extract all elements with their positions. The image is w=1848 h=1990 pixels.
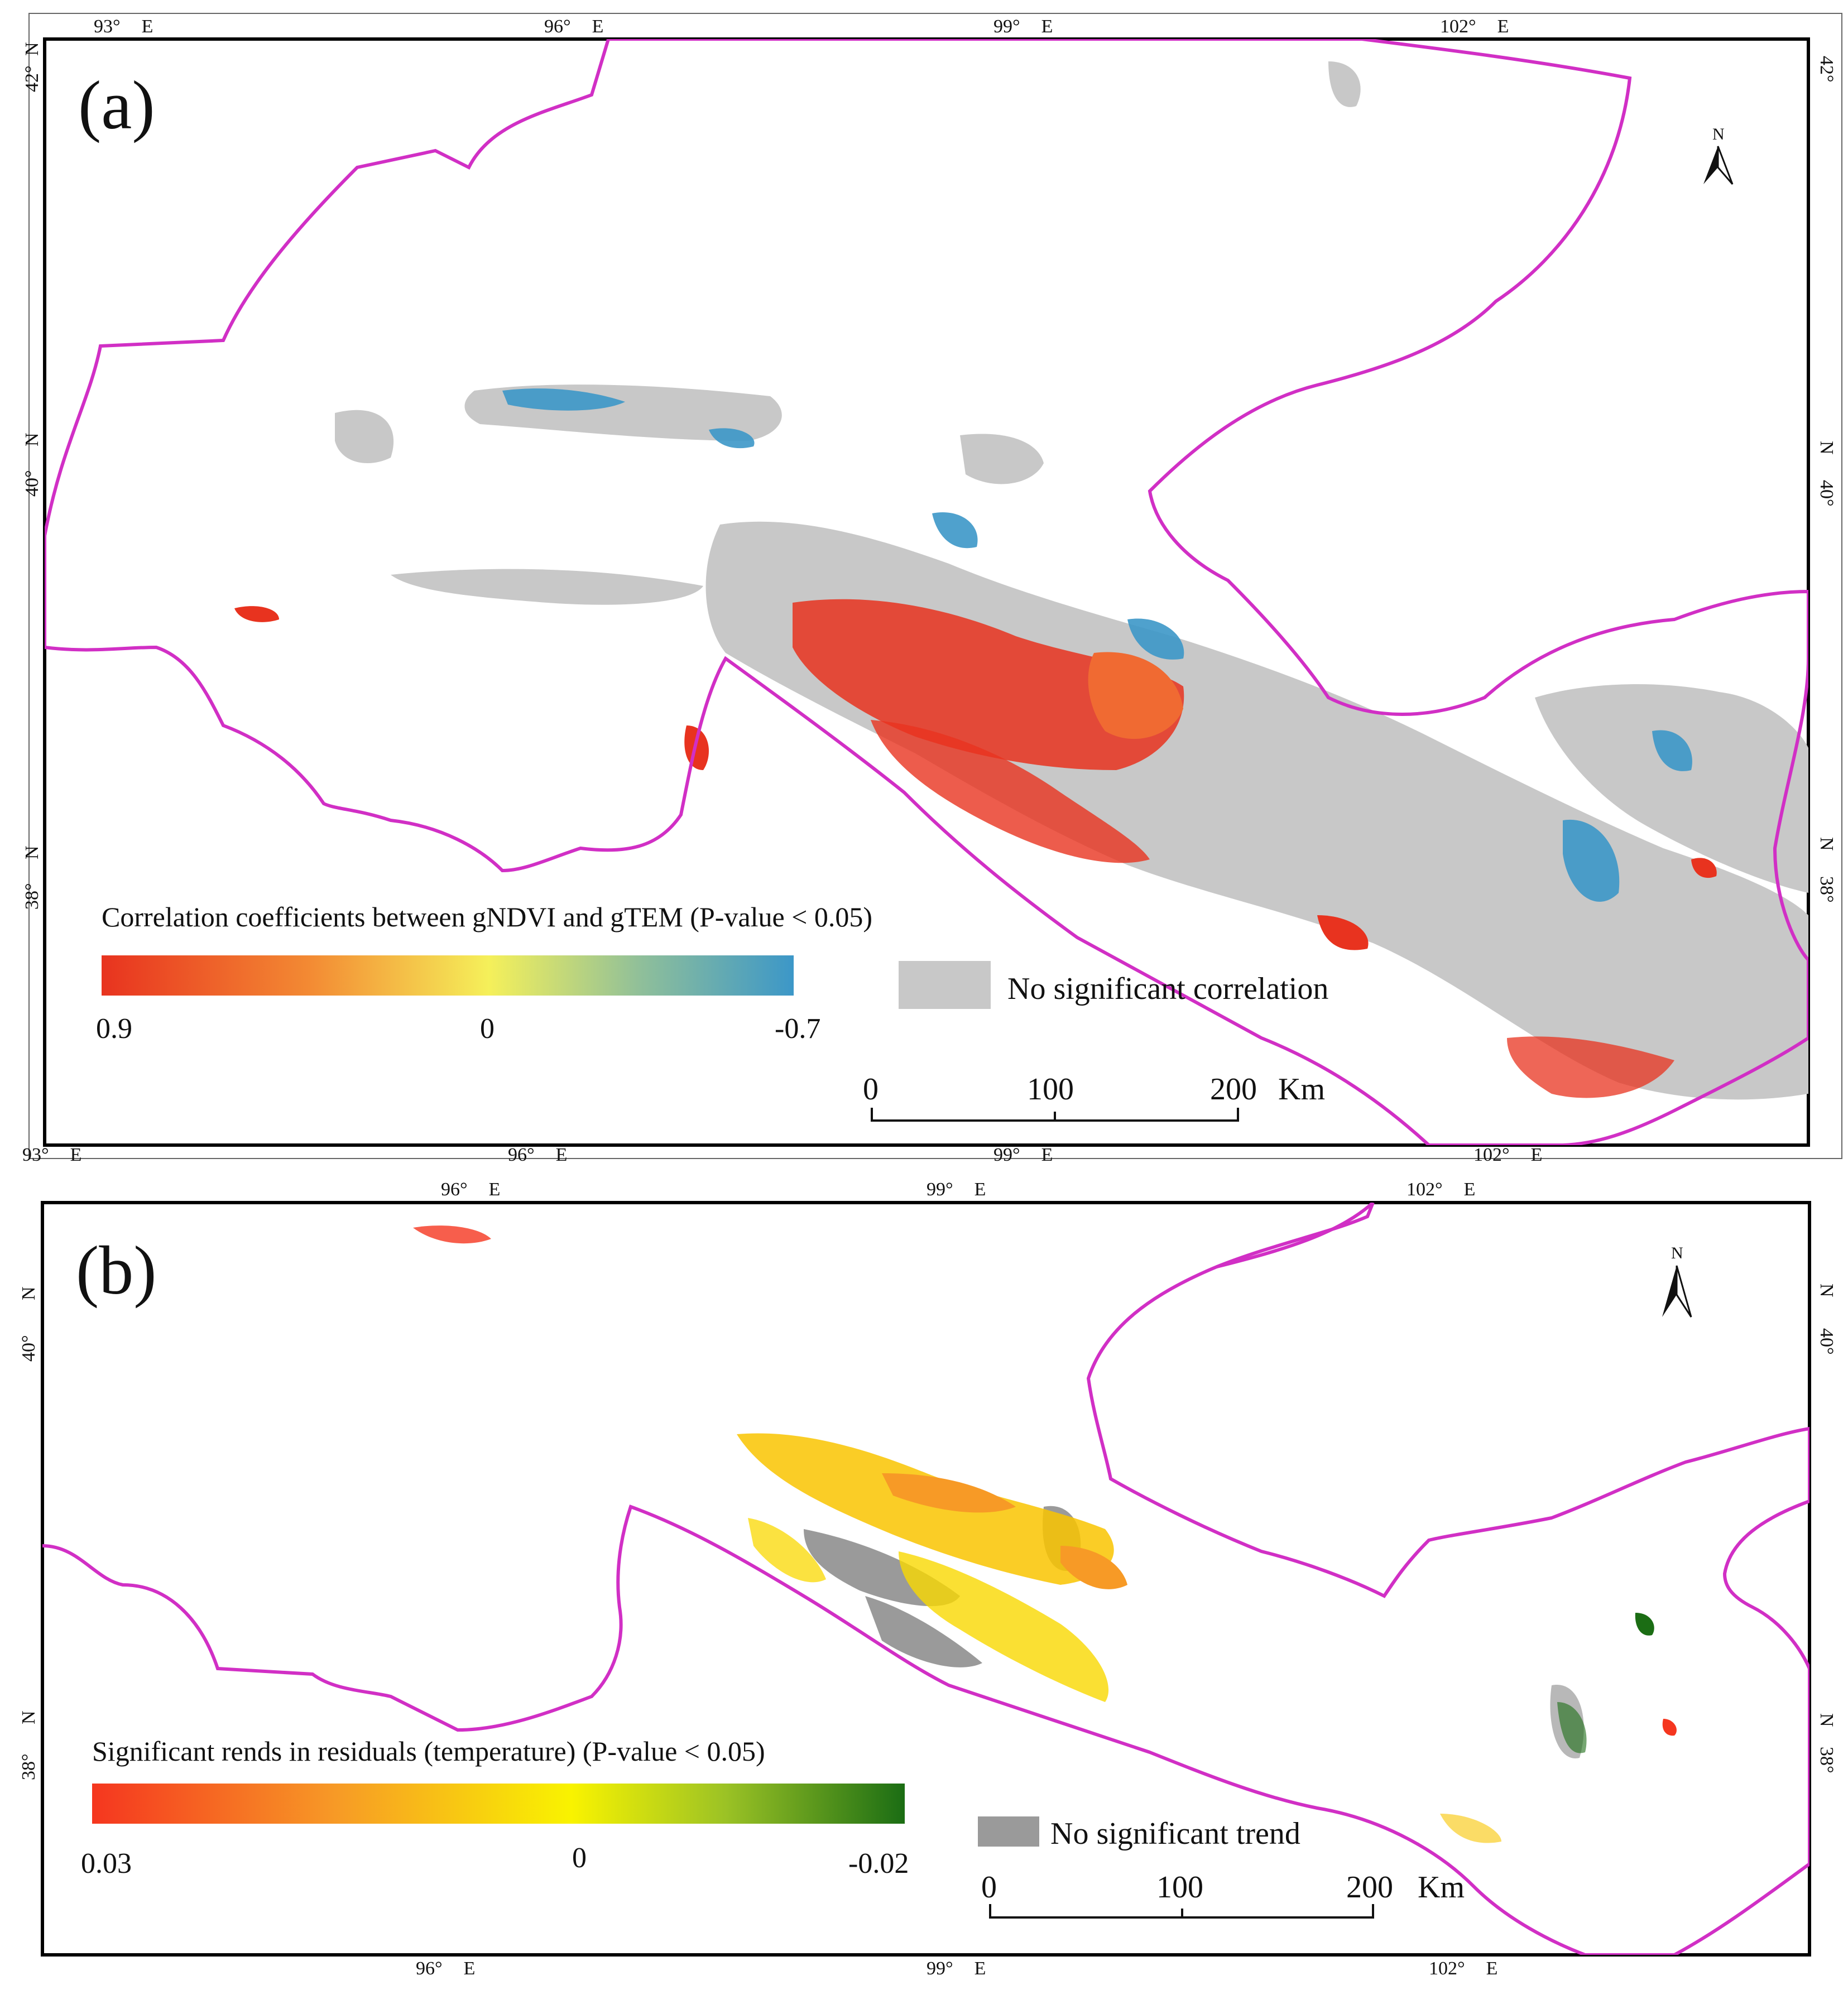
svg-text:102°E: 102° E xyxy=(1407,1179,1475,1200)
svg-text:42°: 42° xyxy=(22,65,42,92)
map-a xyxy=(45,39,1808,1145)
panel-a: 93° E 96° E 99° E 102° E 93° E 96° E 99° E 102°… xyxy=(22,13,1842,1165)
svg-text:N: N xyxy=(1816,441,1837,455)
legend-max-b: -0.02 xyxy=(848,1848,909,1880)
scale-bar-b: 0 100 200 Km xyxy=(981,1870,1465,1919)
svg-text:102°E: 102° E xyxy=(1429,1958,1497,1979)
no-significant-label-a: No significant correlation xyxy=(1007,972,1328,1006)
north-arrow-icon: N xyxy=(1662,1244,1692,1318)
panel-b: 96° E 99° E 102° E 96° E 99° E 102° E 40° N 38… xyxy=(18,1179,1837,1979)
negative-trend-area-b xyxy=(1557,1613,1654,1753)
svg-text:200: 200 xyxy=(1346,1870,1393,1905)
svg-text:42°: 42° xyxy=(1816,56,1837,83)
svg-text:0: 0 xyxy=(863,1072,879,1107)
scale-bar-a: 0 100 200 Km xyxy=(863,1072,1325,1122)
svg-text:N: N xyxy=(18,1286,39,1300)
panel-label-b: (b) xyxy=(76,1232,157,1309)
svg-text:99°E: 99° E xyxy=(927,1179,986,1200)
svg-text:100: 100 xyxy=(1156,1870,1203,1905)
map-b xyxy=(42,1203,1809,1955)
svg-text:93°E: 93° E xyxy=(94,16,153,37)
svg-text:Km: Km xyxy=(1278,1072,1325,1107)
negative-correlation-area-a xyxy=(502,388,1692,902)
svg-text:100: 100 xyxy=(1027,1072,1074,1107)
legend-a: Correlation coefficients between gNDVI a… xyxy=(96,901,1328,1045)
svg-text:38°: 38° xyxy=(22,883,42,910)
svg-text:99°E: 99° E xyxy=(993,16,1053,37)
graticule-labels-a: 93° E 96° E 99° E 102° E 93° E 96° E 99° E 102°… xyxy=(22,16,1837,1165)
svg-text:96°E: 96° E xyxy=(508,1145,567,1165)
svg-text:38°: 38° xyxy=(18,1753,39,1780)
north-arrow-icon: N xyxy=(1703,125,1734,185)
svg-text:N: N xyxy=(1816,1284,1837,1297)
svg-text:99°E: 99° E xyxy=(927,1958,986,1979)
svg-text:Km: Km xyxy=(1418,1870,1465,1905)
svg-text:99°E: 99° E xyxy=(993,1145,1053,1165)
svg-text:N: N xyxy=(22,42,42,56)
svg-text:38°: 38° xyxy=(1816,1747,1837,1773)
svg-text:N: N xyxy=(1712,125,1725,143)
color-ramp-b xyxy=(92,1784,905,1824)
svg-text:102°E: 102° E xyxy=(1440,16,1509,37)
svg-text:N: N xyxy=(18,1710,39,1724)
svg-text:93°E: 93° E xyxy=(22,1145,81,1165)
no-significant-swatch-a xyxy=(899,961,991,1009)
svg-text:38°: 38° xyxy=(1816,876,1837,903)
svg-text:96°E: 96° E xyxy=(416,1958,475,1979)
svg-text:N: N xyxy=(22,432,42,446)
svg-text:40°: 40° xyxy=(1816,1328,1837,1355)
study-area-boundary-a xyxy=(45,39,1808,1145)
panel-label-a: (a) xyxy=(78,67,155,143)
graticule-labels-b: 96° E 99° E 102° E 96° E 99° E 102° E 40° N 38… xyxy=(18,1179,1837,1979)
positive-trend-area-b xyxy=(413,1225,1677,1843)
svg-text:40°: 40° xyxy=(22,470,42,497)
svg-text:N: N xyxy=(22,845,42,859)
legend-mid-a: 0 xyxy=(480,1013,495,1045)
svg-text:96°E: 96° E xyxy=(544,16,603,37)
legend-mid-b: 0 xyxy=(572,1842,587,1874)
svg-text:N: N xyxy=(1816,1713,1837,1727)
legend-b: Significant rends in residuals (temperat… xyxy=(81,1736,1300,1880)
no-significant-label-b: No significant trend xyxy=(1050,1816,1300,1851)
legend-min-b: 0.03 xyxy=(81,1848,132,1880)
study-area-boundary-b xyxy=(42,1203,1809,1955)
svg-text:102°E: 102° E xyxy=(1473,1145,1542,1165)
svg-text:N: N xyxy=(1671,1244,1683,1262)
svg-text:40°: 40° xyxy=(18,1335,39,1362)
svg-text:0: 0 xyxy=(981,1870,997,1905)
legend-title-b: Significant rends in residuals (temperat… xyxy=(92,1736,765,1767)
no-significant-swatch-b xyxy=(978,1816,1039,1847)
legend-max-a: -0.7 xyxy=(775,1013,820,1045)
svg-text:40°: 40° xyxy=(1816,480,1837,507)
color-ramp-a xyxy=(102,955,794,996)
svg-text:96°E: 96° E xyxy=(441,1179,500,1200)
svg-text:N: N xyxy=(1816,837,1837,851)
legend-min-a: 0.9 xyxy=(96,1013,132,1045)
legend-title-a: Correlation coefficients between gNDVI a… xyxy=(102,901,872,932)
positive-correlation-area-a xyxy=(234,599,1717,1098)
svg-text:200: 200 xyxy=(1210,1072,1257,1107)
